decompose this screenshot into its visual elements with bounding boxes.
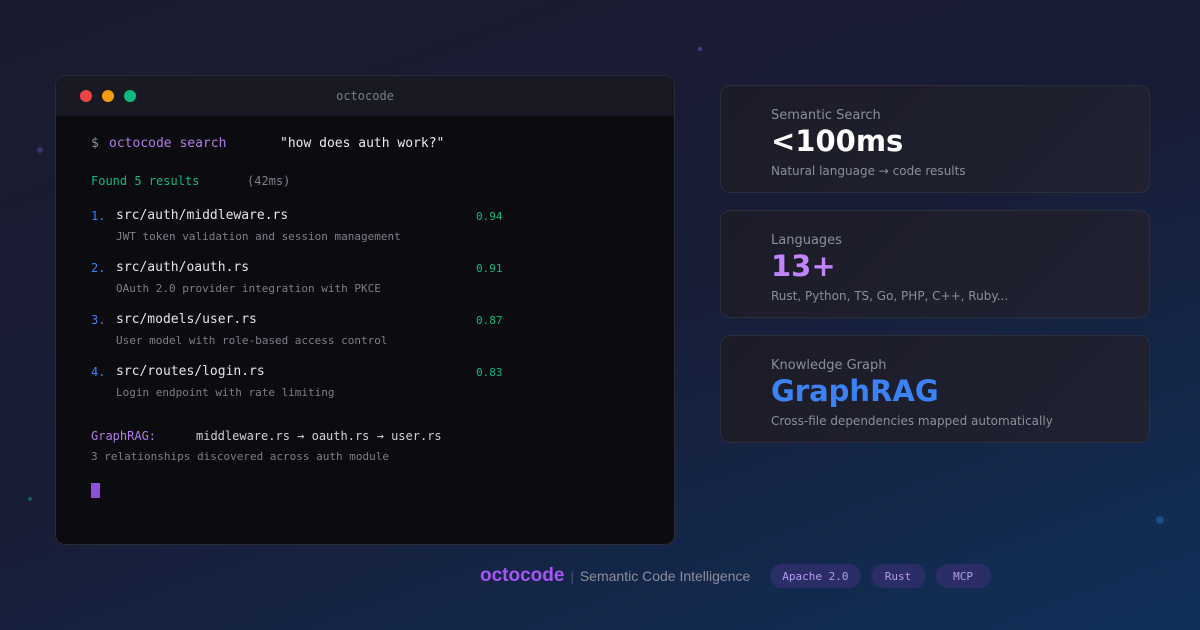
result-desc: User model with role-based access contro… <box>116 334 388 347</box>
badge-license: Apache 2.0 <box>770 564 861 588</box>
found-count: Found 5 results <box>91 174 200 188</box>
result-path[interactable]: src/auth/oauth.rs <box>116 260 250 275</box>
result-score: 0.83 <box>476 366 503 379</box>
badge-rust: Rust <box>870 564 926 588</box>
result-desc: JWT token validation and session managem… <box>116 230 401 243</box>
stat-card-languages: Languages 13+ Rust, Python, TS, Go, PHP,… <box>720 210 1150 318</box>
card-desc: Cross-file dependencies mapped automatic… <box>771 414 1053 428</box>
minimize-button[interactable] <box>102 90 114 102</box>
decor-dot <box>1156 516 1164 524</box>
separator: | <box>570 568 574 584</box>
result-path[interactable]: src/auth/middleware.rs <box>116 208 289 223</box>
terminal-title: octocode <box>336 89 394 103</box>
result-path[interactable]: src/routes/login.rs <box>116 364 265 379</box>
graphrag-label: GraphRAG: <box>91 429 157 443</box>
card-value: GraphRAG <box>771 374 939 408</box>
result-score: 0.91 <box>476 262 503 275</box>
close-button[interactable] <box>80 90 92 102</box>
stat-card-knowledge-graph: Knowledge Graph GraphRAG Cross-file depe… <box>720 335 1150 443</box>
card-title: Languages <box>771 233 842 248</box>
result-num: 2. <box>91 261 106 275</box>
brand-logo: octocode <box>480 565 565 586</box>
card-desc: Natural language → code results <box>771 164 966 178</box>
tagline: Semantic Code Intelligence <box>579 568 751 584</box>
decor-dot <box>37 147 43 153</box>
card-desc: Rust, Python, TS, Go, PHP, C++, Ruby... <box>771 289 1009 303</box>
prompt: $ <box>91 136 99 151</box>
card-value: 13+ <box>771 249 836 283</box>
result-desc: OAuth 2.0 provider integration with PKCE <box>116 282 381 295</box>
decor-dot <box>28 497 32 501</box>
terminal-titlebar: octocode <box>56 76 674 116</box>
result-num: 1. <box>91 209 106 223</box>
result-desc: Login endpoint with rate limiting <box>116 386 335 399</box>
card-title: Knowledge Graph <box>771 358 887 373</box>
cursor <box>91 483 100 498</box>
query: "how does auth work?" <box>280 136 445 151</box>
result-score: 0.87 <box>476 314 503 327</box>
search-time: (42ms) <box>247 174 291 188</box>
graphrag-chain: middleware.rs → oauth.rs → user.rs <box>196 429 442 443</box>
graphrag-desc: 3 relationships discovered across auth m… <box>91 450 390 463</box>
result-num: 4. <box>91 365 106 379</box>
decor-dot <box>698 47 702 51</box>
card-value: <100ms <box>771 124 904 158</box>
maximize-button[interactable] <box>124 90 136 102</box>
result-score: 0.94 <box>476 210 503 223</box>
result-path[interactable]: src/models/user.rs <box>116 312 257 327</box>
card-title: Semantic Search <box>771 108 881 123</box>
command: octocode search <box>109 136 227 151</box>
stat-card-semantic-search: Semantic Search <100ms Natural language … <box>720 85 1150 193</box>
terminal-window: octocode $ octocode search "how does aut… <box>55 75 675 545</box>
badge-mcp: MCP <box>935 564 991 588</box>
footer: octocode | Semantic Code Intelligence Ap… <box>480 562 991 590</box>
result-num: 3. <box>91 313 106 327</box>
